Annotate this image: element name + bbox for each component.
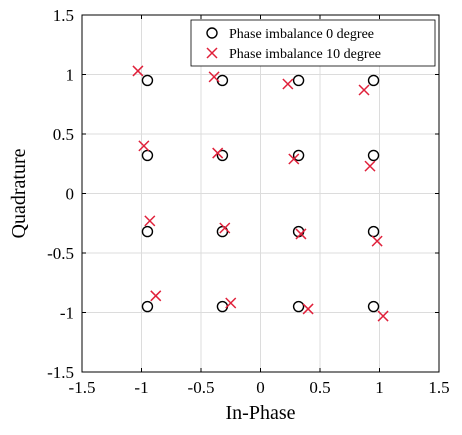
x-point [282, 78, 294, 90]
x-point [377, 310, 389, 322]
y-tick-label: -1 [60, 304, 74, 323]
legend-label-0: Phase imbalance 0 degree [229, 27, 374, 42]
legend-entry-x: Phase imbalance 10 degree [206, 47, 381, 62]
y-tick-label: 1.5 [53, 6, 74, 25]
circle-point [367, 74, 380, 87]
y-axis-label: Quadrature [8, 148, 30, 238]
x-tick-label: -0.5 [188, 378, 215, 397]
y-tick-label: -0.5 [47, 244, 74, 263]
x-point [219, 222, 231, 234]
legend-entry-circle: Phase imbalance 0 degree [206, 27, 374, 42]
legend-x-marker [206, 47, 218, 59]
circle-point [141, 149, 154, 162]
grid [82, 15, 439, 372]
legend-label-1: Phase imbalance 10 degree [229, 47, 381, 62]
x-point [358, 84, 370, 96]
circle-point [367, 300, 380, 313]
y-tick-label: -1.5 [47, 363, 74, 382]
x-point [302, 303, 314, 315]
circle-point [292, 74, 305, 87]
circle-point [216, 74, 229, 87]
x-point [212, 147, 224, 159]
x-point [371, 235, 383, 247]
x-tick-labels: -1.5 -1 -0.5 0 0.5 1 1.5 [69, 378, 450, 397]
x-tick-label: -1 [134, 378, 148, 397]
x-point [288, 153, 300, 165]
circle-point [292, 149, 305, 162]
x-tick-label: -1.5 [69, 378, 96, 397]
circle-point [216, 149, 229, 162]
x-point [132, 65, 144, 77]
circle-point [141, 225, 154, 238]
circle-point [141, 74, 154, 87]
circle-point [216, 300, 229, 313]
data-marks [132, 65, 389, 322]
x-point [150, 290, 162, 302]
x-tick-label: 1.5 [428, 378, 449, 397]
y-tick-label: 1 [66, 66, 75, 85]
legend-circle-marker [206, 27, 218, 39]
x-point [208, 71, 220, 83]
y-tick-label: 0.5 [53, 125, 74, 144]
x-point [364, 160, 376, 172]
legend-box [190, 19, 436, 67]
y-tick-labels: -1.5 -1 -0.5 0 0.5 1 1.5 [47, 6, 74, 382]
circle-point [367, 149, 380, 162]
y-tick-label: 0 [66, 185, 75, 204]
legend: Phase imbalance 0 degree Phase imbalance… [190, 19, 436, 67]
x-point [295, 228, 307, 240]
x-point [138, 140, 150, 152]
x-tick-label: 1 [375, 378, 384, 397]
x-axis-label: In-Phase [226, 402, 296, 424]
circle-point [367, 225, 380, 238]
axis-ticks [81, 14, 440, 373]
x-point [225, 297, 237, 309]
x-tick-label: 0 [256, 378, 265, 397]
circle-point [141, 300, 154, 313]
circle-point [292, 300, 305, 313]
x-tick-label: 0.5 [309, 378, 330, 397]
x-point [144, 215, 156, 227]
